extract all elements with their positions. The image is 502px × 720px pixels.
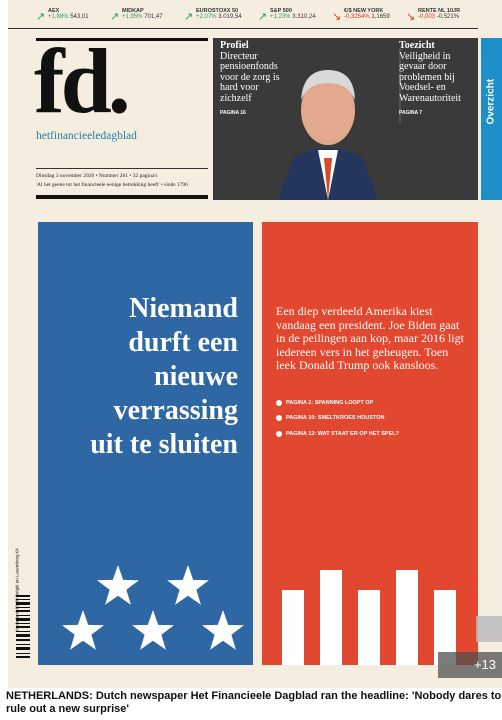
ticker-text: MIDKAP +1,95% 701,47 (122, 8, 163, 20)
star (132, 610, 174, 650)
teaser-label: Toezicht (399, 40, 435, 51)
ticker-change: -0,003 (418, 14, 436, 20)
ticker-arrow: ↗ (110, 11, 120, 23)
ticker-name: S&P 500 (270, 8, 292, 14)
ticker-item: ↘ RENTE NL 10JR -0,003 -0,521% (406, 8, 480, 28)
portrait (278, 48, 401, 200)
headline-line: durft een (128, 327, 238, 358)
link-icon (276, 415, 282, 422)
ticker-arrow: ↘ (406, 11, 416, 23)
ticker-text: RENTE NL 10JR -0,003 -0,521% (418, 8, 460, 20)
teaser-text: Directeur pensioenfonds voor de zorg is … (220, 50, 280, 104)
ticker-arrow: ↗ (258, 11, 268, 23)
ticker-value: -0,521% (436, 14, 460, 20)
stars (62, 565, 244, 650)
photo-count: +13 (473, 657, 496, 672)
ticker-change: +1,23% (270, 14, 291, 20)
star (167, 565, 209, 605)
ticker-text: EUROSTOXX 50 +2,07% 3.019,54 (196, 8, 242, 20)
link-row: PAGINA 2: SPANNING LOOPT OP (276, 400, 466, 406)
link-text: PAGINA 10: SMELTKROES HOUSTON (286, 415, 385, 422)
rule (8, 28, 478, 29)
overview-tab[interactable] (481, 38, 502, 200)
ticker-change: -0,3254% (344, 14, 370, 20)
link-row: PAGINA 12: WAT STAAT ER OP HET SPEL? (276, 430, 466, 437)
ticker-arrow: ↗ (36, 11, 46, 23)
share-button[interactable] (476, 616, 502, 642)
headline: Niemand durft een nieuwe verrassing uit te s… (38, 292, 238, 462)
star (97, 565, 139, 605)
ticker-item: ↗ MIDKAP +1,95% 701,47 (110, 8, 184, 28)
ticker-name: MIDKAP (122, 8, 144, 14)
logo: fd. (34, 30, 131, 132)
ticker-value: 1,1659 (371, 14, 390, 20)
stripes (282, 570, 456, 665)
ticker-name: RENTE NL 10JR (418, 8, 461, 14)
motto: 'Al het geene tot het financieele eenige… (36, 182, 188, 188)
teaser-page: PAGINA 7 (399, 110, 423, 116)
ticker-text: AEX +1,88% 543,01 (48, 8, 89, 20)
link-icon (276, 430, 282, 437)
link-text: PAGINA 12: WAT STAAT ER OP HET SPEL? (286, 430, 399, 437)
ticker-name: €/$ NEW YORK (344, 8, 384, 14)
link-row: PAGINA 10: SMELTKROES HOUSTON (276, 415, 466, 422)
ticker-change: +1,88% (48, 14, 69, 20)
teaser: Profiel Directeur pensioenfonds voor de … (220, 40, 292, 119)
headline-line: Niemand (129, 293, 238, 324)
ticker-value: 543,01 (70, 14, 89, 20)
star (62, 610, 104, 650)
ticker-value: 3.310,24 (292, 14, 316, 20)
ticker-arrow: ↗ (184, 11, 194, 23)
ticker-change: +2,07% (196, 14, 217, 20)
rule (36, 38, 208, 41)
ticker-item: ↘ €/$ NEW YORK -0,3254% 1,1659 (332, 8, 406, 28)
blue-panel (38, 222, 253, 665)
headline-line: uit te sluiten (90, 429, 238, 460)
caption: NETHERLANDS: Dutch newspaper Het Financi… (6, 690, 502, 715)
rule (36, 195, 208, 199)
teaser-page: PAGINA 16 (220, 110, 246, 116)
rule (36, 168, 208, 169)
gallery-button[interactable]: +13 (438, 652, 502, 678)
barcode (16, 595, 30, 658)
teaser-text: Veiligheid in gevaar door problemen bij … (399, 50, 461, 104)
links: PAGINA 2: SPANNING LOOPT OP PAGINA 10: SM… (276, 400, 466, 446)
link-text: PAGINA 2: SPANNING LOOPT OP (286, 400, 374, 406)
ticker-text: S&P 500 +1,23% 3.310,24 (270, 8, 316, 20)
teaser-label: Profiel (220, 40, 249, 51)
ticker-arrow: ↘ (332, 11, 342, 23)
newspaper: ↗ AEX +1,88% 543,01 ↗ MIDKAP +1,95% 701,47 ↗ EU… (8, 0, 502, 688)
subtitle: hetfinancieeledagblad (36, 130, 137, 142)
teaser: Toezicht Veiligheid in gevaar door probl… (399, 40, 477, 119)
ticker-name: AEX (48, 8, 60, 14)
ticker-text: €/$ NEW YORK -0,3254% 1,1659 (344, 8, 390, 20)
ticker-name: EUROSTOXX 50 (196, 8, 239, 14)
overview-label: Overzicht (482, 79, 502, 125)
dateline: Dinsdag 3 november 2020 • Nummer 261 • 3… (36, 173, 158, 179)
headline-line: verrassing (113, 395, 238, 426)
ticker-item: ↗ S&P 500 +1,23% 3.310,24 (258, 8, 332, 28)
lead: Een diep verdeeld Amerika kiest vandaag … (276, 304, 464, 372)
ticker-change: +1,95% (122, 14, 143, 20)
ticker-value: 701,47 (144, 14, 163, 20)
link-icon (276, 400, 282, 406)
headline-line: nieuwe (154, 361, 238, 392)
ticker-item: ↗ AEX +1,88% 543,01 (36, 8, 110, 28)
ticker-value: 3.019,54 (218, 14, 242, 20)
ticker-item: ↗ EUROSTOXX 50 +2,07% 3.019,54 (184, 8, 258, 28)
star (202, 610, 244, 650)
